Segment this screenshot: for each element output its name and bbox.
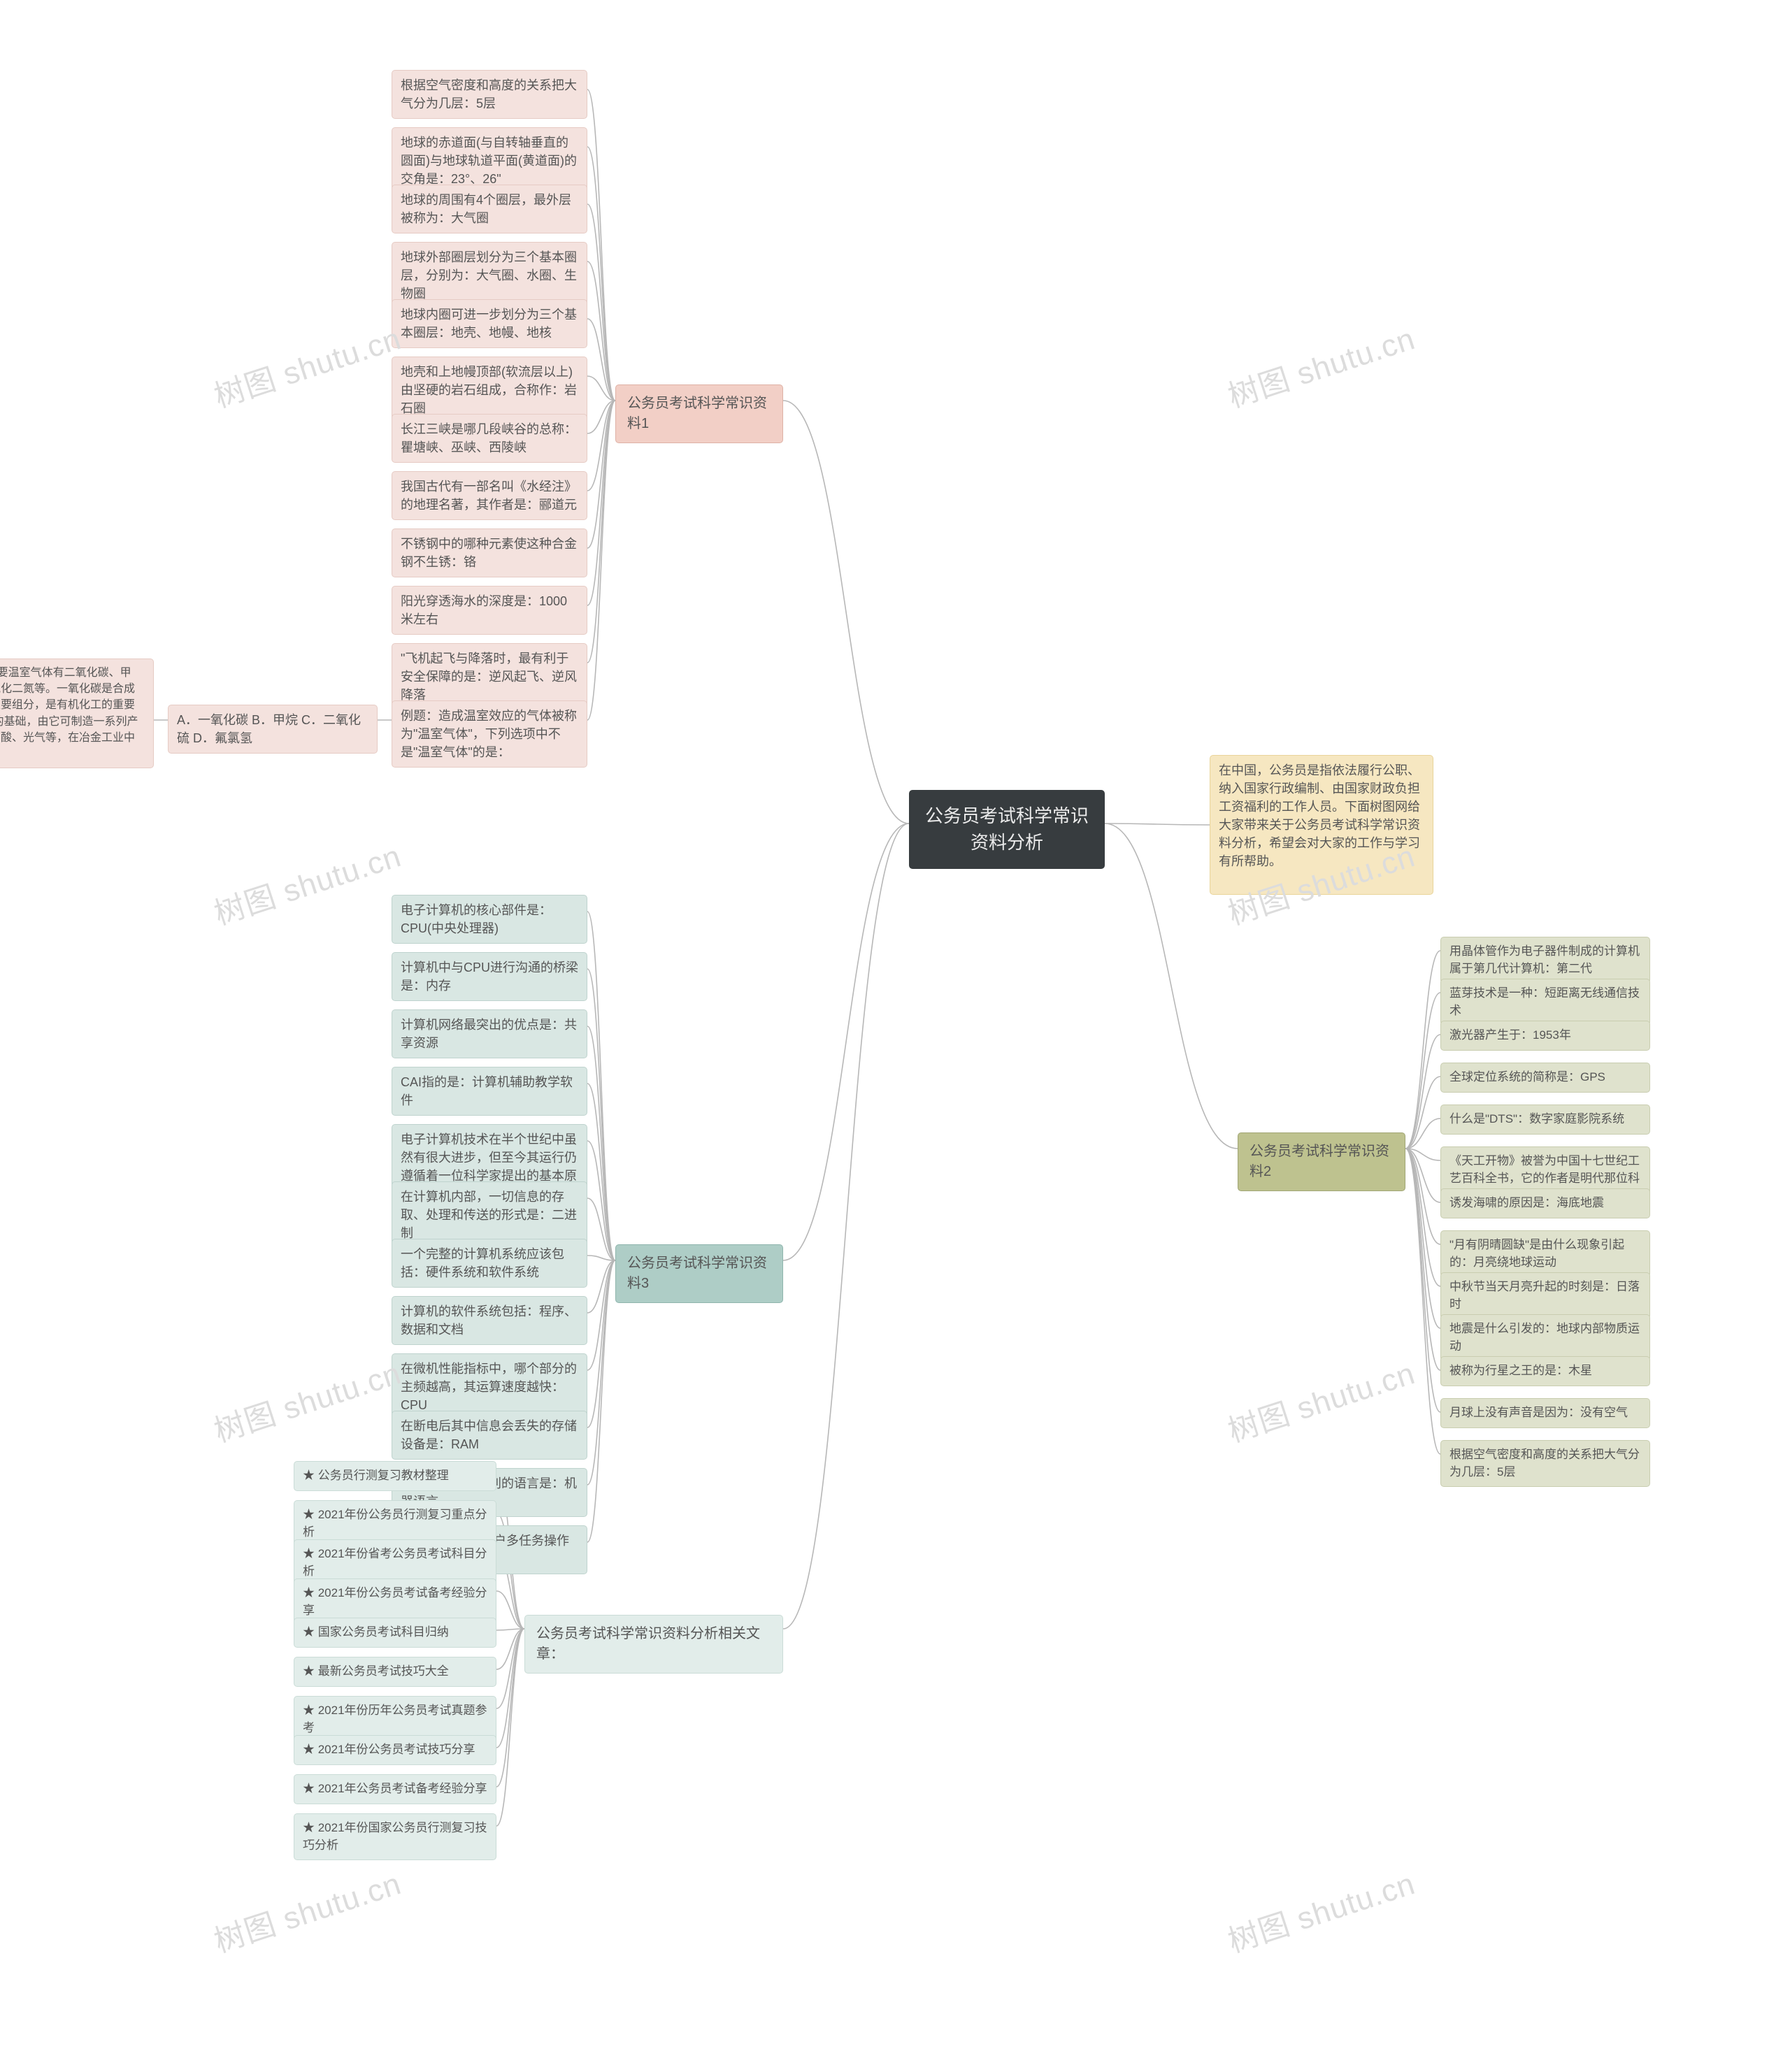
leaf-node: ★ 2021年份公务员考试技巧分享	[294, 1735, 496, 1765]
leaf-node: 被称为行星之王的是：木星	[1440, 1356, 1650, 1386]
section-3-label: 公务员考试科学常识资料3	[627, 1256, 767, 1291]
leaf-node: 地球的周围有4个圈层，最外层被称为：大气圈	[392, 185, 587, 233]
leaf-node: 一个完整的计算机系统应该包括：硬件系统和软件系统	[392, 1239, 587, 1288]
watermark: 树图 shutu.cn	[1222, 1348, 1420, 1451]
related-label: 公务员考试科学常识资料分析相关文章：	[536, 1626, 760, 1662]
related-articles: 公务员考试科学常识资料分析相关文章：	[524, 1615, 783, 1674]
section-1-label: 公务员考试科学常识资料1	[627, 396, 767, 431]
section-1: 公务员考试科学常识资料1	[615, 384, 783, 443]
watermark: 树图 shutu.cn	[208, 831, 406, 934]
leaf-node: 地球内圈可进一步划分为三个基本圈层：地壳、地幔、地核	[392, 299, 587, 348]
leaf-node: "月有阴晴圆缺"是由什么现象引起的：月亮绕地球运动	[1440, 1230, 1650, 1277]
leaf-node: A．一氧化碳 B．甲烷 C．二氧化硫 D．氟氯氢	[168, 705, 378, 754]
leaf-node: ★ 公务员行测复习教材整理	[294, 1461, 496, 1491]
watermark: 树图 shutu.cn	[1222, 314, 1420, 417]
leaf-node: ★ 最新公务员考试技巧大全	[294, 1657, 496, 1687]
leaf-node: 在断电后其中信息会丢失的存储设备是：RAM	[392, 1411, 587, 1460]
watermark: 树图 shutu.cn	[1222, 1859, 1420, 1962]
leaf-node: 全球定位系统的简称是：GPS	[1440, 1063, 1650, 1093]
leaf-node: 用晶体管作为电子器件制成的计算机属于第几代计算机：第二代	[1440, 937, 1650, 984]
leaf-node: CAI指的是：计算机辅助教学软件	[392, 1067, 587, 1116]
leaf-node: 计算机的软件系统包括：程序、数据和文档	[392, 1296, 587, 1345]
leaf-node: 中秋节当天月亮升起的时刻是：日落时	[1440, 1272, 1650, 1319]
leaf-node: 月球上没有声音是因为：没有空气	[1440, 1398, 1650, 1428]
leaf-node: ★ 2021年份国家公务员行测复习技巧分析	[294, 1813, 496, 1860]
leaf-node: 计算机网络最突出的优点是：共享资源	[392, 1009, 587, 1058]
leaf-node: 诱发海啸的原因是：海底地震	[1440, 1188, 1650, 1218]
leaf-node: 长江三峡是哪几段峡谷的总称：瞿塘峡、巫峡、西陵峡	[392, 414, 587, 463]
leaf-node: 不锈钢中的哪种元素使这种合金钢不生锈：铬	[392, 528, 587, 577]
leaf-node: 我国古代有一部名叫《水经注》的地理名著，其作者是：郦道元	[392, 471, 587, 520]
leaf-node: 电子计算机的核心部件是：CPU(中央处理器)	[392, 895, 587, 944]
section-2-label: 公务员考试科学常识资料2	[1250, 1144, 1389, 1179]
leaf-node: ★ 国家公务员考试科目归纳	[294, 1618, 496, 1648]
watermark: 树图 shutu.cn	[208, 1859, 406, 1962]
watermark: 树图 shutu.cn	[208, 314, 406, 417]
root-text: 公务员考试科学常识资料分析	[925, 805, 1089, 853]
leaf-node: 答案：A。全球主要温室气体有二氧化碳、甲烷、氟氯烃、一氧化二氮等。一氧化碳是合成…	[0, 659, 154, 768]
leaf-node: 根据空气密度和高度的关系把大气分为几层：5层	[1440, 1440, 1650, 1487]
intro-note: 在中国，公务员是指依法履行公职、纳入国家行政编制、由国家财政负担工资福利的工作人…	[1210, 755, 1433, 895]
section-2: 公务员考试科学常识资料2	[1238, 1132, 1405, 1191]
root-node: 公务员考试科学常识资料分析	[909, 790, 1105, 869]
leaf-node: ★ 2021年公务员考试备考经验分享	[294, 1774, 496, 1804]
leaf-node: 计算机中与CPU进行沟通的桥梁是：内存	[392, 952, 587, 1001]
watermark: 树图 shutu.cn	[208, 1348, 406, 1451]
leaf-node: 蓝芽技术是一种：短距离无线通信技术	[1440, 979, 1650, 1026]
section-3: 公务员考试科学常识资料3	[615, 1244, 783, 1303]
leaf-node: 阳光穿透海水的深度是：1000米左右	[392, 586, 587, 635]
leaf-node: 地震是什么引发的：地球内部物质运动	[1440, 1314, 1650, 1361]
leaf-node: 什么是"DTS"：数字家庭影院系统	[1440, 1105, 1650, 1135]
leaf-node: 根据空气密度和高度的关系把大气分为几层：5层	[392, 70, 587, 119]
intro-text: 在中国，公务员是指依法履行公职、纳入国家行政编制、由国家财政负担工资福利的工作人…	[1219, 763, 1420, 868]
leaf-node: 激光器产生于：1953年	[1440, 1021, 1650, 1051]
leaf-node: 例题：造成温室效应的气体被称为"温室气体"，下列选项中不是"温室气体"的是：	[392, 700, 587, 768]
